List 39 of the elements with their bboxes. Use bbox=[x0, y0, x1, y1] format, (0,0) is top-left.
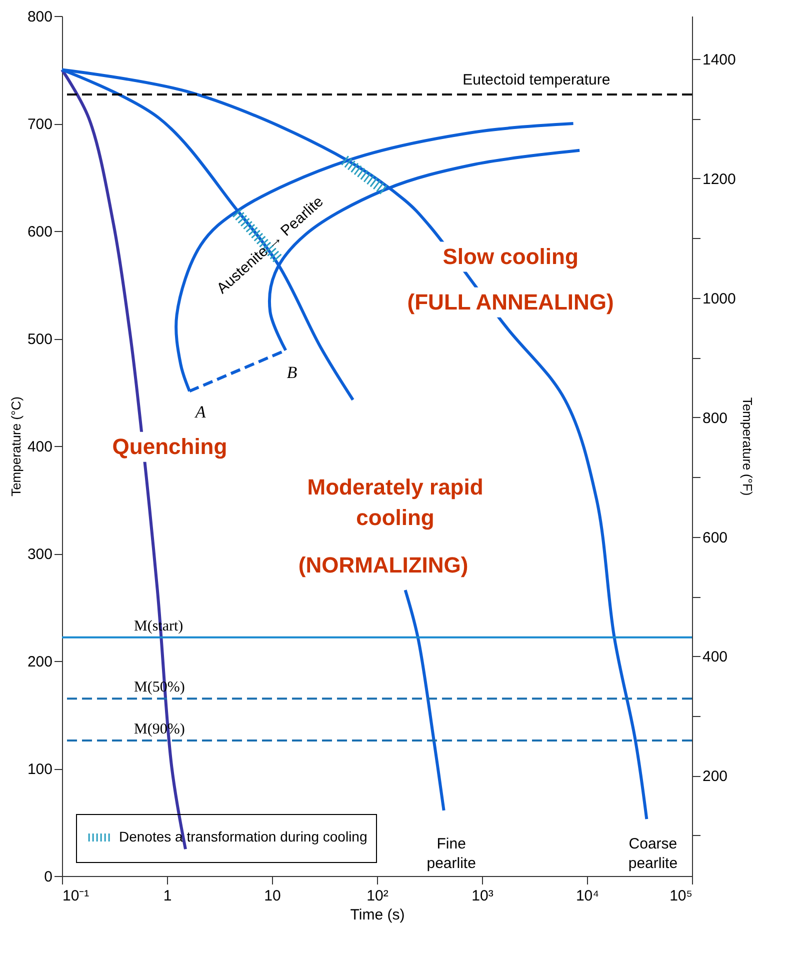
annotation: Quenching bbox=[112, 434, 228, 459]
y-tick-label: 700 bbox=[27, 116, 52, 133]
annotation: Coarse bbox=[628, 835, 678, 852]
y2-tick-label: 800 bbox=[702, 410, 728, 427]
y-tick-label: 100 bbox=[27, 761, 52, 778]
x-tick-label: 10 bbox=[264, 888, 281, 904]
annotation: Moderately rapid bbox=[307, 474, 484, 500]
y-tick-label: 0 bbox=[44, 868, 52, 886]
annotation: pearlite bbox=[628, 855, 678, 872]
annotation: B bbox=[286, 362, 298, 382]
annotation: (FULL ANNEALING) bbox=[407, 289, 614, 314]
y-tick-label: 800 bbox=[27, 8, 52, 26]
y-axis-title: Temperature (°C) bbox=[8, 396, 24, 496]
y-tick-label: 400 bbox=[27, 438, 52, 456]
y2-tick-label: 1400 bbox=[702, 52, 736, 68]
annotation: Eutectoid temperature bbox=[462, 72, 610, 89]
annotation: (NORMALIZING) bbox=[298, 552, 468, 578]
x-tick-label: 10³ bbox=[472, 888, 494, 904]
y2-axis-title: Temperature (°F) bbox=[740, 397, 755, 496]
x-axis-title: Time (s) bbox=[350, 906, 405, 924]
x-tick-label: 10² bbox=[366, 888, 388, 904]
y2-tick-label: 600 bbox=[702, 529, 728, 546]
annotation: A bbox=[194, 402, 206, 422]
x-tick-label: 1 bbox=[163, 888, 172, 904]
y2-tick-label: 200 bbox=[702, 768, 728, 786]
y2-tick-label: 400 bbox=[702, 648, 728, 666]
y2-tick-label: 1000 bbox=[702, 290, 736, 308]
annotation: Slow cooling bbox=[442, 244, 578, 269]
annotation: cooling bbox=[356, 505, 434, 530]
x-tick-label: 10⁵ bbox=[670, 888, 692, 904]
y-tick-label: 300 bbox=[27, 546, 52, 563]
y-tick-label: 200 bbox=[27, 654, 52, 670]
annotation: pearlite bbox=[426, 855, 476, 872]
y2-tick-label: 1200 bbox=[702, 170, 736, 188]
annotation: Fine bbox=[436, 835, 466, 852]
x-tick-label: 10⁻¹ bbox=[62, 888, 90, 904]
y-tick-label: 600 bbox=[27, 224, 52, 240]
x-tick-label: 10⁴ bbox=[576, 888, 600, 904]
y-tick-label: 500 bbox=[27, 331, 52, 348]
